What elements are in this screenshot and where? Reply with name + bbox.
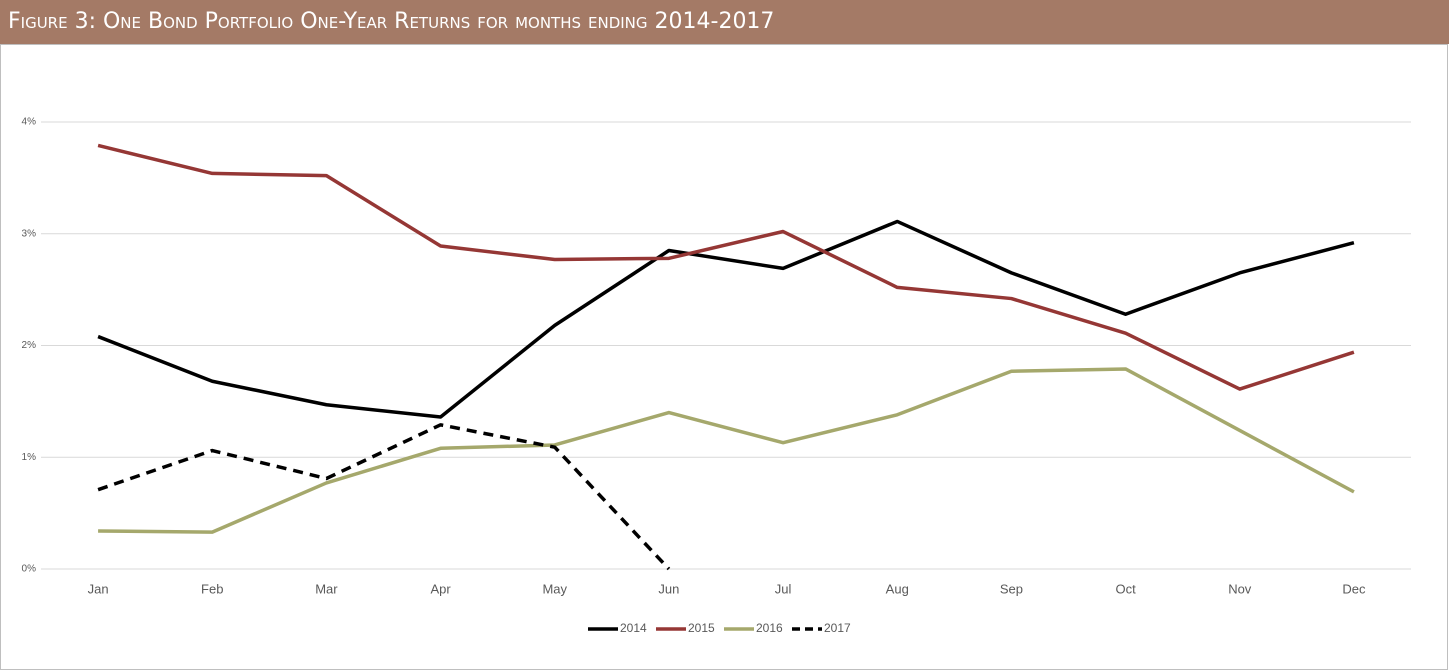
line-series (97, 423, 671, 571)
legend-label: 2015 (688, 621, 715, 635)
x-tick-label: Mar (315, 581, 338, 596)
x-tick-label: Oct (1115, 581, 1136, 596)
x-tick-label: Jun (658, 581, 679, 596)
x-tick-label: Apr (430, 581, 451, 596)
legend-label: 2014 (620, 621, 647, 635)
y-tick-label: 2% (22, 340, 37, 351)
line-series (97, 143, 1355, 391)
y-tick-label: 3% (22, 228, 37, 239)
chart-title: Figure 3: One Bond Portfolio One-Year Re… (0, 0, 1449, 44)
legend-label: 2017 (824, 621, 851, 635)
x-tick-label: Aug (886, 581, 909, 596)
x-tick-label: Dec (1342, 581, 1366, 596)
x-tick-label: Nov (1228, 581, 1252, 596)
y-tick-label: 4% (22, 117, 37, 128)
x-tick-label: Sep (1000, 581, 1023, 596)
x-tick-label: May (542, 581, 567, 596)
legend-label: 2016 (756, 621, 783, 635)
y-tick-label: 1% (22, 452, 37, 463)
y-tick-label: 0% (22, 564, 37, 575)
frame (0, 44, 1448, 670)
x-tick-label: Jul (775, 581, 792, 596)
x-tick-label: Feb (201, 581, 223, 596)
x-tick-label: Jan (88, 581, 109, 596)
line-series (98, 367, 1355, 534)
chart: 0% 1% 2% 3% 4% Jan Feb Mar Apr May Jun Jul Aug Sep Oct… (0, 44, 1448, 670)
line-series (97, 219, 1355, 419)
